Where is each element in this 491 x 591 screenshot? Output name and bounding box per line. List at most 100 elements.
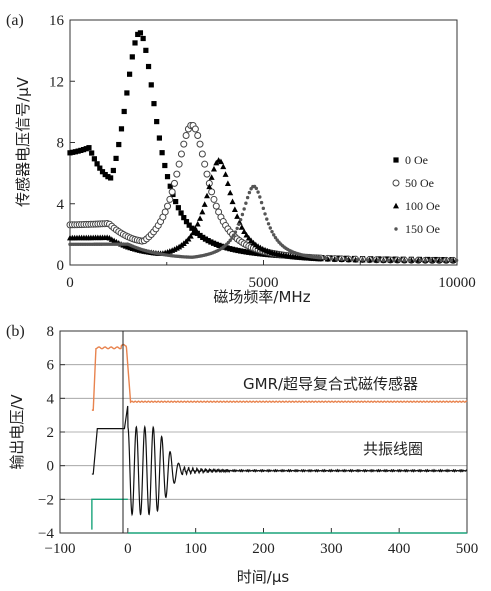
data-point [201, 160, 209, 168]
data-point [224, 180, 231, 186]
data-point [246, 249, 252, 255]
data-point [242, 207, 246, 211]
data-point [97, 165, 103, 171]
data-point [182, 132, 190, 140]
panel-a-label: (a) [6, 12, 24, 29]
data-point [248, 250, 255, 256]
data-point [137, 30, 144, 36]
data-point [238, 248, 244, 254]
y-tick-label: −2 [38, 492, 54, 508]
data-point [159, 150, 165, 156]
data-point [124, 90, 130, 96]
data-point [198, 150, 206, 158]
data-point [258, 195, 262, 199]
data-point [173, 198, 179, 205]
data-point [360, 258, 365, 262]
data-point [189, 225, 195, 231]
data-point [231, 206, 238, 212]
data-point [156, 135, 162, 141]
data-point [245, 195, 250, 200]
data-point [243, 231, 250, 238]
data-point [72, 149, 79, 155]
data-point [175, 205, 181, 211]
panel-a-xlabel: 磁场频率/MHz [213, 288, 310, 306]
data-point [164, 174, 171, 180]
panel-a-frame [69, 19, 458, 266]
data-point [192, 225, 199, 232]
data-point [180, 140, 188, 148]
data-point [329, 257, 333, 261]
x-tick-label: 5000 [249, 275, 279, 291]
data-point [187, 232, 194, 239]
data-point [194, 220, 201, 227]
data-point [67, 150, 73, 156]
y-tick-label: 12 [49, 74, 64, 90]
data-point [240, 212, 245, 217]
data-point [235, 247, 241, 254]
data-point [240, 248, 246, 255]
data-point [418, 258, 422, 263]
data-point [254, 250, 260, 257]
data-point [191, 125, 199, 133]
data-point [210, 240, 217, 246]
x-tick-label: 10000 [438, 275, 476, 291]
data-point [75, 148, 81, 154]
data-point [423, 258, 427, 263]
data-point [177, 150, 185, 158]
annotation-resonant-coil: 共振线圈 [363, 440, 423, 458]
data-point [393, 202, 399, 209]
data-point [454, 258, 459, 263]
legend-label: 100 Oe [405, 199, 440, 213]
data-point [175, 160, 183, 168]
data-point [386, 258, 391, 263]
data-point [118, 126, 125, 132]
data-point [129, 54, 135, 60]
data-point [201, 201, 208, 207]
data-point [86, 145, 92, 151]
data-point [178, 210, 184, 216]
data-point [208, 239, 214, 245]
data-point [105, 174, 111, 180]
data-point [208, 174, 215, 180]
data-point [210, 195, 218, 203]
data-point [203, 170, 211, 178]
data-point [208, 188, 216, 196]
x-tick-label: 0 [66, 275, 74, 291]
y-tick-label: −4 [38, 526, 54, 542]
data-point [227, 246, 233, 252]
data-point [265, 217, 269, 221]
data-point [80, 147, 87, 153]
data-point [449, 258, 454, 263]
data-point [384, 256, 390, 262]
panel-a-ylabel: 传感器电压信号/μV [14, 76, 32, 207]
data-point [428, 258, 433, 263]
data-point [350, 257, 354, 262]
x-tick-label: 500 [456, 541, 479, 557]
data-point [319, 256, 323, 260]
y-tick-label: 8 [47, 324, 55, 340]
data-point [216, 242, 222, 248]
data-point [355, 258, 360, 262]
y-tick-label: 16 [49, 13, 65, 29]
data-point [219, 243, 225, 249]
data-point [154, 118, 160, 125]
legend-label: 0 Oe [405, 153, 428, 167]
data-point [108, 175, 114, 181]
x-tick-label: 400 [388, 541, 411, 557]
data-point [206, 183, 213, 190]
x-tick-label: 200 [252, 541, 275, 557]
data-point [167, 183, 173, 189]
data-point [197, 215, 204, 221]
data-point [70, 149, 76, 155]
y-tick-label: 8 [57, 136, 65, 152]
panel-b-lines [91, 343, 468, 534]
data-point [230, 236, 234, 240]
data-point [113, 155, 119, 162]
data-point [168, 188, 176, 196]
data-point [392, 179, 400, 187]
x-tick-label: 300 [320, 541, 343, 557]
data-point [273, 235, 278, 240]
data-point [381, 258, 386, 263]
data-point [335, 255, 341, 261]
